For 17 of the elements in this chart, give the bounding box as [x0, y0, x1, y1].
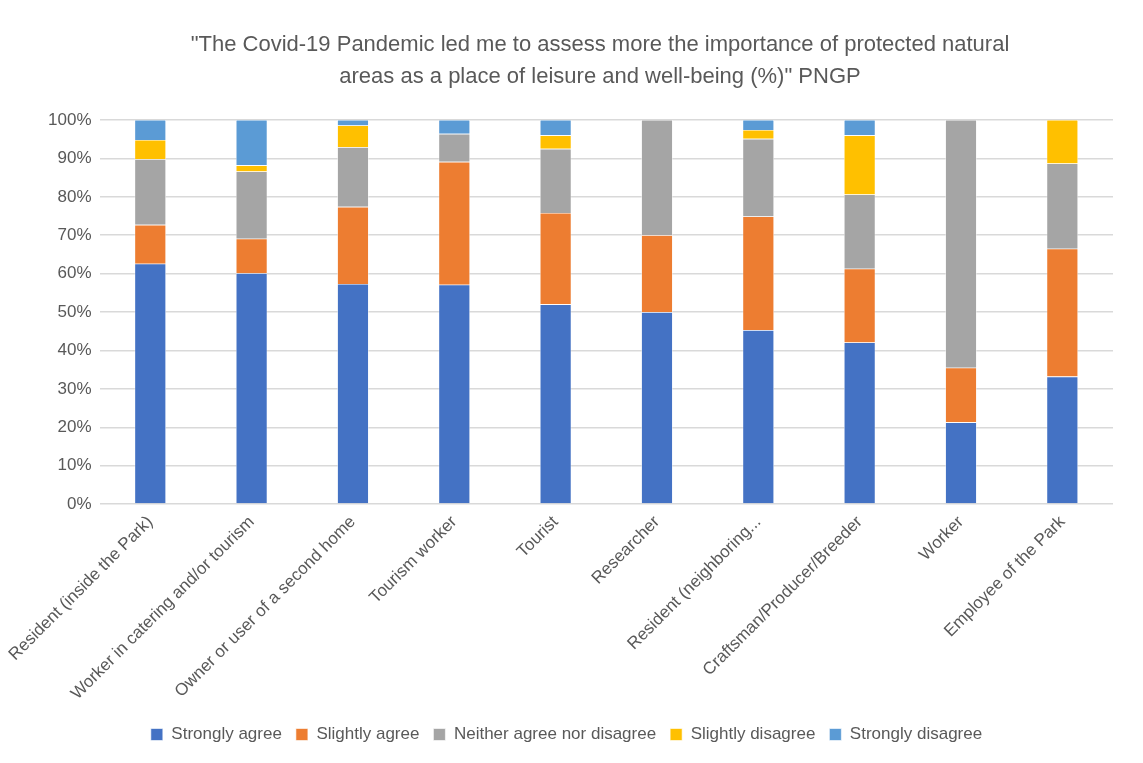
legend-label: Strongly agree [171, 724, 282, 744]
legend-label: Slightly disagree [690, 724, 816, 744]
y-tick-label: 10% [57, 455, 92, 475]
y-tick-label: 100% [48, 109, 92, 129]
legend-label: Slightly agree [316, 724, 420, 744]
y-tick-label: 60% [57, 263, 92, 283]
legend-label: Neither agree nor disagree [453, 724, 657, 744]
y-tick-label: 90% [57, 148, 92, 168]
y-tick-label: 30% [57, 378, 92, 398]
legend-label: Strongly disagree [849, 724, 983, 744]
chart-title: "The Covid-19 Pandemic led me to assess more the importance of protected natural areas as a place of leisure and well-being (%)" PNGP [189, 30, 1011, 90]
y-tick-label: 50% [57, 301, 92, 321]
y-tick-label: 0% [67, 493, 92, 513]
y-tick-label: 40% [57, 340, 92, 360]
y-tick-label: 80% [57, 186, 92, 206]
y-tick-label: 20% [57, 416, 92, 436]
y-tick-label: 70% [57, 224, 92, 244]
